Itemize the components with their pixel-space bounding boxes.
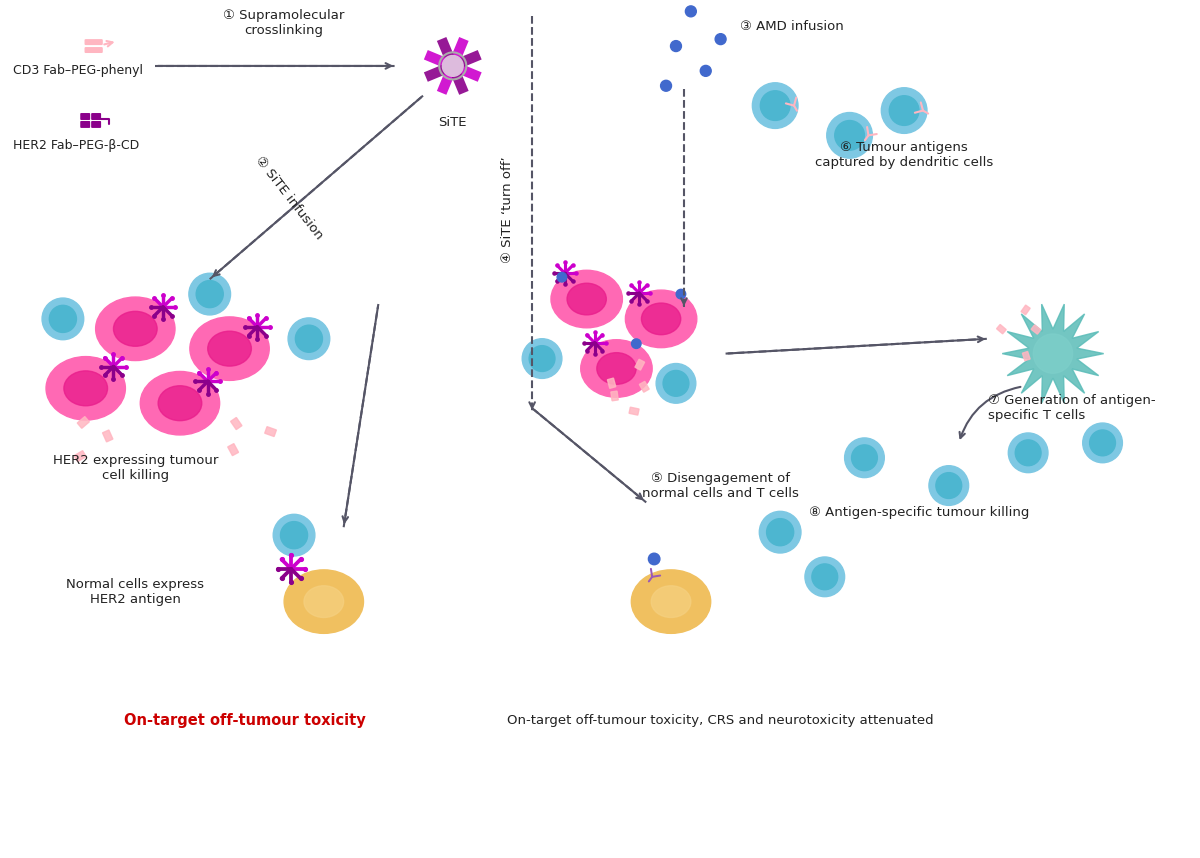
Polygon shape xyxy=(1022,352,1030,360)
Circle shape xyxy=(812,564,838,589)
Circle shape xyxy=(196,281,223,308)
FancyBboxPatch shape xyxy=(80,122,90,127)
Ellipse shape xyxy=(304,586,343,618)
Ellipse shape xyxy=(140,372,220,435)
Text: On-target off-tumour toxicity: On-target off-tumour toxicity xyxy=(124,713,365,728)
Circle shape xyxy=(664,371,689,396)
Ellipse shape xyxy=(190,317,269,380)
Circle shape xyxy=(656,364,696,403)
Circle shape xyxy=(281,522,307,548)
Circle shape xyxy=(881,88,926,133)
FancyBboxPatch shape xyxy=(85,48,102,52)
Ellipse shape xyxy=(551,270,623,328)
Polygon shape xyxy=(640,381,649,392)
Circle shape xyxy=(522,339,562,378)
Text: ⑦ Generation of antigen-
specific T cells: ⑦ Generation of antigen- specific T cell… xyxy=(989,394,1156,422)
Circle shape xyxy=(752,82,798,129)
Text: CD3 Fab–PEG-phenyl: CD3 Fab–PEG-phenyl xyxy=(13,64,143,77)
Circle shape xyxy=(852,444,877,471)
Circle shape xyxy=(1015,440,1042,466)
Polygon shape xyxy=(1031,325,1040,334)
Polygon shape xyxy=(1002,304,1104,403)
Circle shape xyxy=(274,514,314,556)
Text: ① Supramolecular
crosslinking: ① Supramolecular crosslinking xyxy=(223,9,344,37)
Circle shape xyxy=(529,346,554,372)
Ellipse shape xyxy=(581,340,652,397)
Circle shape xyxy=(767,518,793,546)
Ellipse shape xyxy=(96,297,175,360)
Circle shape xyxy=(660,81,672,91)
Ellipse shape xyxy=(625,290,697,347)
Circle shape xyxy=(889,96,919,125)
Ellipse shape xyxy=(46,357,125,420)
Circle shape xyxy=(288,318,330,360)
Polygon shape xyxy=(265,426,276,437)
Circle shape xyxy=(845,438,884,478)
Text: ② SiTE infusion: ② SiTE infusion xyxy=(253,154,325,242)
Circle shape xyxy=(443,56,463,76)
Circle shape xyxy=(188,273,230,315)
Text: HER2 Fab–PEG-β-CD: HER2 Fab–PEG-β-CD xyxy=(13,139,139,152)
Circle shape xyxy=(631,339,641,348)
Circle shape xyxy=(42,298,84,340)
Circle shape xyxy=(648,553,660,565)
Ellipse shape xyxy=(158,386,202,420)
Circle shape xyxy=(1033,334,1073,373)
Circle shape xyxy=(805,557,845,596)
Circle shape xyxy=(701,65,712,76)
Circle shape xyxy=(671,40,682,51)
Text: SiTE: SiTE xyxy=(438,116,467,129)
Ellipse shape xyxy=(208,331,251,366)
Circle shape xyxy=(1008,433,1048,473)
FancyBboxPatch shape xyxy=(80,114,90,119)
Ellipse shape xyxy=(568,283,606,315)
Polygon shape xyxy=(74,450,86,462)
Circle shape xyxy=(761,91,790,120)
Polygon shape xyxy=(230,418,242,430)
Text: ⑤ Disengagement of
normal cells and T cells: ⑤ Disengagement of normal cells and T ce… xyxy=(642,472,799,499)
Text: ⑥ Tumour antigens
captured by dendritic cells: ⑥ Tumour antigens captured by dendritic … xyxy=(815,142,994,169)
Polygon shape xyxy=(635,360,644,370)
Ellipse shape xyxy=(642,303,680,335)
Polygon shape xyxy=(228,444,239,456)
Polygon shape xyxy=(611,391,618,401)
Circle shape xyxy=(715,33,726,45)
Ellipse shape xyxy=(284,570,364,633)
Circle shape xyxy=(760,511,800,553)
Text: ③ AMD infusion: ③ AMD infusion xyxy=(740,20,845,33)
FancyBboxPatch shape xyxy=(85,39,102,45)
Circle shape xyxy=(49,305,77,332)
Ellipse shape xyxy=(631,570,710,633)
Circle shape xyxy=(295,325,323,353)
Circle shape xyxy=(929,466,968,505)
Circle shape xyxy=(835,120,864,150)
Text: HER2 expressing tumour
cell killing: HER2 expressing tumour cell killing xyxy=(53,454,218,481)
Circle shape xyxy=(936,473,961,498)
Polygon shape xyxy=(1021,305,1030,315)
Text: ④ SiTE ‘turn off’: ④ SiTE ‘turn off’ xyxy=(500,156,514,263)
FancyBboxPatch shape xyxy=(92,114,101,119)
Circle shape xyxy=(685,6,696,17)
Polygon shape xyxy=(102,430,113,442)
Text: ⑧ Antigen-specific tumour killing: ⑧ Antigen-specific tumour killing xyxy=(809,506,1030,519)
Ellipse shape xyxy=(114,311,157,347)
Polygon shape xyxy=(77,417,89,428)
Circle shape xyxy=(557,273,566,282)
Circle shape xyxy=(827,112,872,158)
Ellipse shape xyxy=(64,371,108,406)
Circle shape xyxy=(1082,423,1122,462)
Text: Normal cells express
HER2 antigen: Normal cells express HER2 antigen xyxy=(66,577,204,606)
Polygon shape xyxy=(996,324,1007,334)
Polygon shape xyxy=(629,408,640,415)
Ellipse shape xyxy=(596,353,636,384)
Circle shape xyxy=(676,289,685,299)
Text: On-target off-tumour toxicity, CRS and neurotoxicity attenuated: On-target off-tumour toxicity, CRS and n… xyxy=(508,714,934,728)
Circle shape xyxy=(1090,430,1116,456)
Ellipse shape xyxy=(652,586,691,618)
Polygon shape xyxy=(607,378,616,389)
FancyBboxPatch shape xyxy=(92,122,101,127)
